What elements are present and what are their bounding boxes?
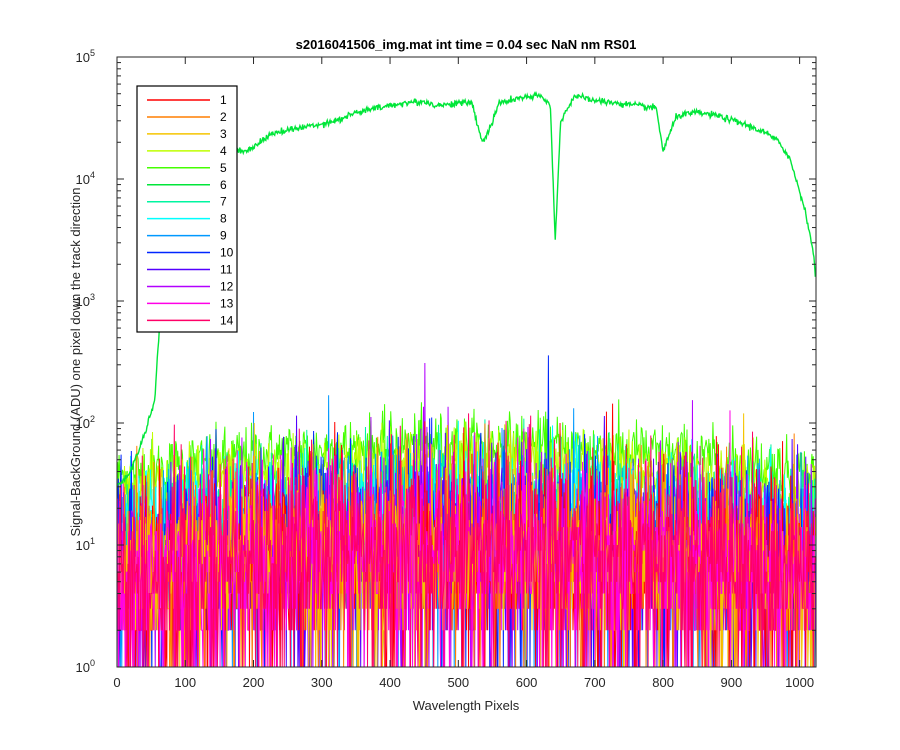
y-tick-label: 102: [76, 414, 95, 431]
x-tick-label: 500: [447, 675, 469, 690]
x-tick-label: 400: [379, 675, 401, 690]
legend-label-1: 1: [220, 93, 227, 107]
series-line-14: [117, 413, 816, 667]
legend-label-4: 4: [220, 144, 227, 158]
legend-label-9: 9: [220, 229, 227, 243]
y-axis-label: Signal-BackGround (ADU) one pixel down t…: [68, 187, 83, 536]
series-layer: [117, 90, 816, 667]
x-tick-label: 800: [652, 675, 674, 690]
x-tick-label: 700: [584, 675, 606, 690]
legend-label-2: 2: [220, 110, 227, 124]
legend-label-11: 11: [220, 263, 233, 277]
x-tick-label: 900: [721, 675, 743, 690]
legend-label-8: 8: [220, 212, 227, 226]
y-tick-label: 105: [76, 48, 95, 65]
chart-title: s2016041506_img.mat int time = 0.04 sec …: [296, 37, 637, 52]
legend-label-3: 3: [220, 127, 227, 141]
x-tick-label: 100: [174, 675, 196, 690]
x-axis-label: Wavelength Pixels: [413, 698, 520, 713]
legend-label-14: 14: [220, 313, 234, 327]
legend-label-10: 10: [220, 246, 234, 260]
legend-label-12: 12: [220, 279, 234, 293]
x-tick-label: 0: [113, 675, 120, 690]
y-tick-label: 100: [76, 658, 95, 675]
legend-box: [136, 85, 238, 333]
y-tick-label: 101: [76, 536, 95, 553]
y-tick-label: 104: [76, 170, 95, 187]
x-tick-label: 1000: [785, 675, 814, 690]
x-tick-label: 300: [311, 675, 333, 690]
x-tick-label: 600: [516, 675, 538, 690]
legend-label-6: 6: [220, 178, 227, 192]
legend-label-13: 13: [220, 296, 234, 310]
y-tick-label: 103: [76, 292, 95, 309]
ticks-layer: 0 100 200 300 400 500 600 700 800 900 100010010110…: [76, 48, 816, 690]
legend-label-5: 5: [220, 161, 227, 175]
series-line-5: [117, 399, 816, 515]
plot-frame: [116, 56, 817, 668]
legend-label-7: 7: [220, 195, 227, 209]
x-tick-label: 200: [243, 675, 265, 690]
